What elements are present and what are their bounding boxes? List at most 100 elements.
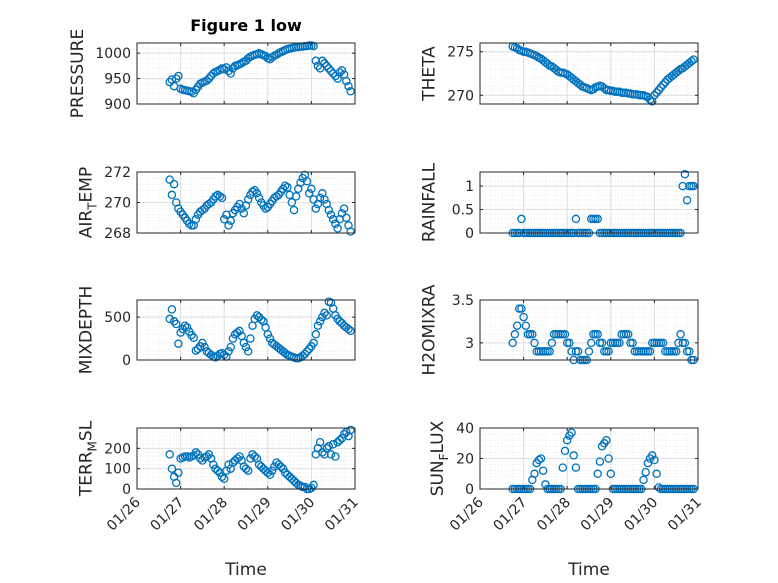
subplot-7: 0 100 200 01/26 01/27 01/28 01/29 01/30 01/31 TER… [77, 420, 362, 534]
data-point [639, 475, 648, 485]
data-point [224, 460, 233, 469]
data-point [339, 429, 349, 439]
data-point [682, 195, 692, 205]
data-point [344, 324, 353, 334]
data-point [217, 472, 227, 482]
subplot-4: 0 0.5 1 RAINFALL [420, 162, 699, 242]
y-tick-label: 1000 [95, 46, 131, 62]
data-point [182, 323, 192, 332]
data-point [265, 470, 275, 480]
data-point [171, 74, 181, 83]
data-point [562, 435, 572, 445]
data-point [645, 95, 655, 104]
data-point [593, 214, 602, 224]
data-point [309, 338, 318, 348]
data-point [674, 338, 683, 348]
data-point [573, 347, 583, 356]
data-point [304, 344, 314, 354]
data-point [545, 347, 555, 356]
data-point [346, 87, 355, 96]
data-point [239, 338, 249, 348]
data-point [335, 68, 344, 77]
data-point [198, 205, 207, 215]
data-point [571, 214, 581, 224]
data-point [567, 347, 576, 356]
y-axis-label-part: EMP [77, 167, 97, 203]
data-point [224, 347, 233, 356]
data-point [650, 91, 659, 100]
y-axis-label-part: SUN [428, 460, 448, 496]
data-point [263, 330, 273, 339]
x-tick-label: 01/29 [578, 495, 618, 535]
data-point [331, 452, 340, 461]
data-point [171, 478, 181, 488]
data-point [680, 170, 690, 179]
y-tick-label: 40 [456, 421, 474, 437]
data-point [180, 321, 190, 330]
data-point [165, 175, 174, 184]
data-point [346, 227, 355, 236]
data-point [237, 59, 246, 68]
data-point [280, 348, 290, 358]
data-point [530, 338, 539, 348]
data-point [322, 61, 331, 71]
axes-box [136, 427, 356, 490]
y-tick-label: 950 [104, 72, 131, 88]
data-point [219, 65, 229, 74]
data-point [541, 480, 550, 489]
data-point [248, 187, 257, 197]
y-tick-label: 270 [447, 88, 474, 104]
x-tick-label: 01/28 [191, 495, 231, 535]
data-point [224, 221, 233, 230]
data-point [204, 450, 214, 459]
data-point [243, 195, 253, 204]
y-tick-label: 200 [104, 441, 131, 457]
data-point [191, 448, 201, 457]
data-point [311, 330, 321, 339]
data-point [615, 338, 624, 348]
data-point [335, 317, 344, 326]
y-tick-label: 100 [104, 462, 131, 478]
y-tick-label: 0.5 [452, 203, 474, 219]
y-axis-label: THETA [420, 46, 440, 102]
x-axis-label-right: Time [567, 560, 610, 580]
data-point [333, 224, 342, 233]
data-point [187, 87, 196, 97]
data-point [191, 346, 201, 355]
data-point [543, 59, 552, 69]
data-point [346, 425, 355, 435]
data-point [658, 80, 668, 90]
data-point [337, 318, 347, 328]
data-point [241, 464, 251, 473]
data-point [193, 450, 203, 459]
data-point [185, 219, 194, 229]
data-point [560, 330, 570, 339]
data-point [335, 435, 344, 445]
data-point [263, 468, 273, 477]
data-point [167, 190, 177, 200]
data-point [261, 204, 270, 213]
y-axis-label: MIXDEPTH [77, 286, 97, 375]
y-tick-label: 900 [104, 97, 131, 113]
data-point [224, 66, 233, 76]
x-tick-label: 01/31 [665, 495, 705, 535]
data-point [528, 330, 537, 339]
data-point [313, 321, 323, 330]
data-point [209, 69, 218, 78]
y-tick-label: 500 [104, 310, 131, 326]
data-point [235, 452, 244, 461]
data-point [342, 213, 351, 223]
y-axis-label-part: TERR [77, 451, 97, 497]
y-axis-label: TERRMSL [77, 420, 100, 497]
y-tick-label: 0 [122, 353, 131, 369]
data-point [538, 466, 548, 475]
axes-box [136, 42, 356, 105]
x-tick-label: 01/30 [621, 495, 661, 535]
data-point [200, 342, 209, 352]
data-point [241, 342, 251, 352]
data-point [641, 467, 650, 477]
data-point [287, 198, 297, 207]
data-point [567, 428, 576, 437]
figure-title: Figure 1 low [190, 16, 302, 35]
data-point [565, 338, 574, 348]
